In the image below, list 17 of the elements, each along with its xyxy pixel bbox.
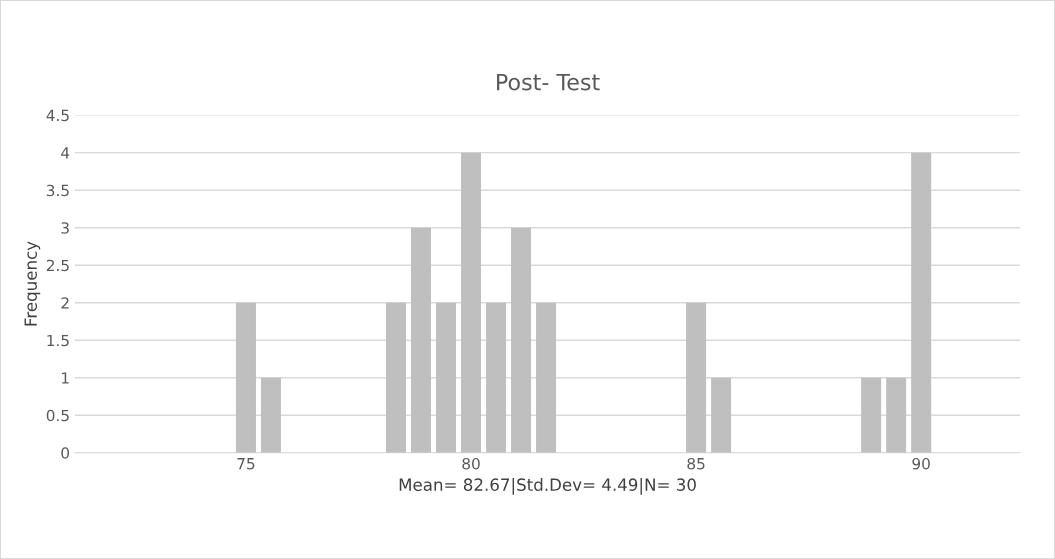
y-tick-label: 4 — [61, 147, 70, 159]
chart-title: Post- Test — [497, 73, 600, 91]
y-tick-label: 1.5 — [47, 334, 69, 347]
y-tick-label: 1 — [62, 372, 69, 384]
x-tick-label: 90 — [912, 457, 930, 470]
y-tick-label: 0.5 — [46, 409, 69, 422]
y-tick-label: 3 — [61, 222, 69, 234]
y-tick-label: 2 — [61, 297, 69, 309]
y-tick-label: 4.5 — [46, 109, 69, 122]
x-tick-label: 85 — [687, 457, 705, 470]
x-tick-label: 75 — [237, 458, 255, 470]
y-tick-label: 0 — [61, 447, 70, 459]
y-axis-title: Frequency — [24, 241, 41, 326]
y-tick-label: 2.5 — [46, 259, 69, 272]
x-axis-title: Mean= 82.67|Std.Dev= 4.49|N= 30 — [399, 477, 696, 495]
x-tick-label: 80 — [462, 457, 480, 470]
y-tick-label: 3.5 — [46, 184, 69, 197]
